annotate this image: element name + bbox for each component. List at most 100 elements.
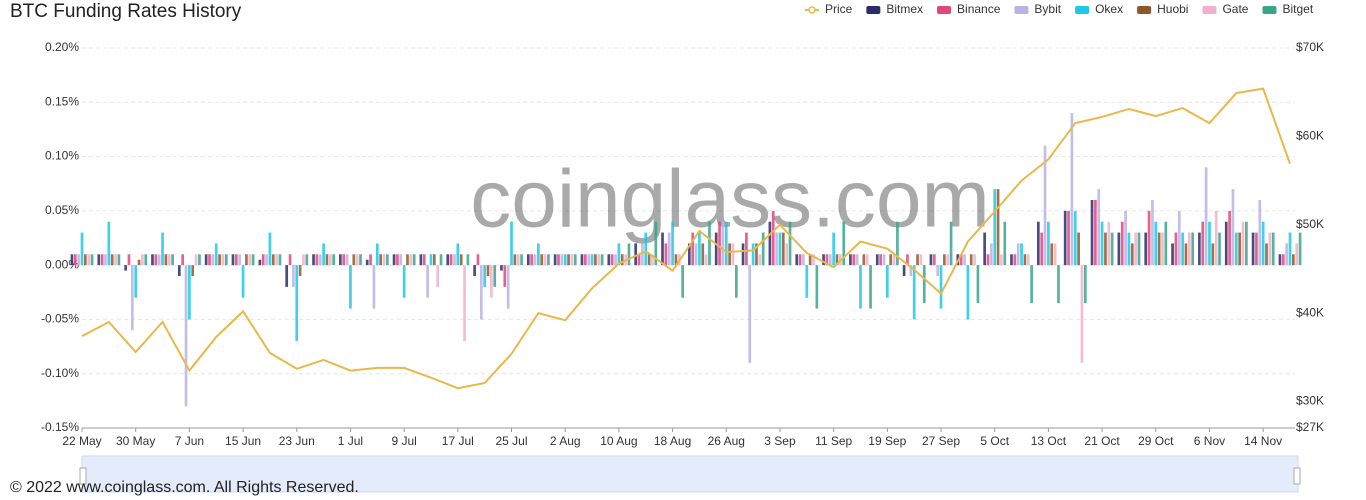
- bar: [644, 232, 648, 266]
- bar: [1271, 232, 1275, 266]
- bar: [167, 254, 171, 266]
- bar: [436, 265, 440, 287]
- bar: [275, 254, 278, 266]
- x-tick-label: 22 May: [62, 434, 101, 448]
- bar: [402, 265, 406, 298]
- bar: [161, 232, 164, 266]
- bar: [379, 254, 382, 266]
- bar: [188, 265, 191, 320]
- bar: [1067, 210, 1070, 266]
- bar: [842, 221, 846, 266]
- bar: [349, 265, 352, 309]
- bar: [104, 254, 107, 266]
- bar: [285, 265, 289, 287]
- bar: [1171, 243, 1174, 266]
- bar: [245, 254, 248, 266]
- bar: [828, 254, 832, 266]
- bar: [1090, 200, 1094, 266]
- bar: [198, 254, 201, 266]
- bar: [392, 254, 396, 266]
- zoom-slider[interactable]: [81, 455, 1299, 493]
- bar: [500, 265, 503, 271]
- legend-label: Price: [825, 2, 853, 16]
- bar: [1184, 243, 1188, 266]
- bar: [681, 265, 684, 298]
- bar: [127, 254, 131, 266]
- bar: [610, 254, 614, 266]
- y2-tick-label: $70K: [1296, 40, 1324, 54]
- bar: [1124, 210, 1127, 266]
- zoom-handle[interactable]: [1293, 467, 1301, 485]
- bar: [540, 254, 544, 266]
- bar: [449, 254, 453, 266]
- bar: [1057, 265, 1060, 304]
- bar: [322, 243, 325, 266]
- bar: [144, 254, 148, 266]
- bar: [476, 254, 480, 266]
- bar: [339, 254, 342, 266]
- bar: [949, 221, 953, 266]
- bar: [318, 254, 322, 266]
- bar: [1228, 210, 1231, 266]
- legend-swatch: [1262, 6, 1277, 14]
- bar: [691, 232, 695, 266]
- bar: [238, 254, 242, 266]
- x-tick-label: 25 Jul: [495, 434, 527, 448]
- bar: [959, 254, 963, 266]
- bar: [1151, 200, 1154, 266]
- bar: [1137, 232, 1141, 266]
- bar: [1161, 232, 1164, 266]
- legend-label: Gate: [1222, 2, 1248, 16]
- bar: [1187, 232, 1191, 266]
- bar: [755, 243, 758, 266]
- bar: [399, 254, 403, 266]
- bar: [134, 265, 138, 298]
- bar: [1231, 189, 1235, 266]
- bar: [530, 254, 533, 266]
- bar: [70, 254, 74, 266]
- bar: [194, 254, 198, 266]
- y-tick-label: 0.10%: [45, 149, 79, 163]
- bar: [446, 254, 450, 266]
- bar: [466, 254, 470, 266]
- bar: [396, 254, 399, 266]
- bar: [1130, 243, 1134, 266]
- legend-swatch: [1202, 6, 1217, 14]
- bar: [1147, 210, 1151, 266]
- bar: [1030, 265, 1033, 304]
- bar: [637, 254, 641, 266]
- y-tick-label: -0.05%: [41, 312, 79, 326]
- zoom-handle[interactable]: [79, 467, 87, 485]
- bar: [315, 254, 319, 266]
- bar: [832, 232, 835, 266]
- bar: [600, 254, 604, 266]
- bar: [912, 265, 916, 320]
- bar: [181, 254, 185, 266]
- bar: [1208, 221, 1211, 266]
- bar: [97, 254, 101, 266]
- x-tick-label: 7 Jun: [175, 434, 204, 448]
- bar: [1292, 254, 1295, 266]
- x-tick-label: 9 Jul: [391, 434, 416, 448]
- y2-tick-label: $40K: [1296, 305, 1324, 319]
- bar: [590, 254, 594, 266]
- bar: [1238, 232, 1242, 266]
- bar: [1134, 232, 1137, 266]
- bar: [885, 265, 889, 298]
- bar: [849, 254, 852, 266]
- bar: [345, 254, 349, 266]
- bar: [211, 254, 215, 266]
- legend-label: Bybit: [1034, 2, 1061, 16]
- x-tick-label: 13 Oct: [1031, 434, 1067, 448]
- bar: [342, 254, 346, 266]
- x-tick-label: 1 Jul: [338, 434, 363, 448]
- bar: [352, 254, 356, 266]
- bar: [674, 254, 678, 266]
- bar: [990, 243, 993, 266]
- bar: [130, 265, 134, 331]
- bar: [1036, 221, 1040, 266]
- bar: [567, 254, 570, 266]
- bar: [258, 259, 262, 266]
- legend-label: Okex: [1095, 2, 1123, 16]
- copyright: © 2022 www.coinglass.com. All Rights Res…: [10, 479, 359, 496]
